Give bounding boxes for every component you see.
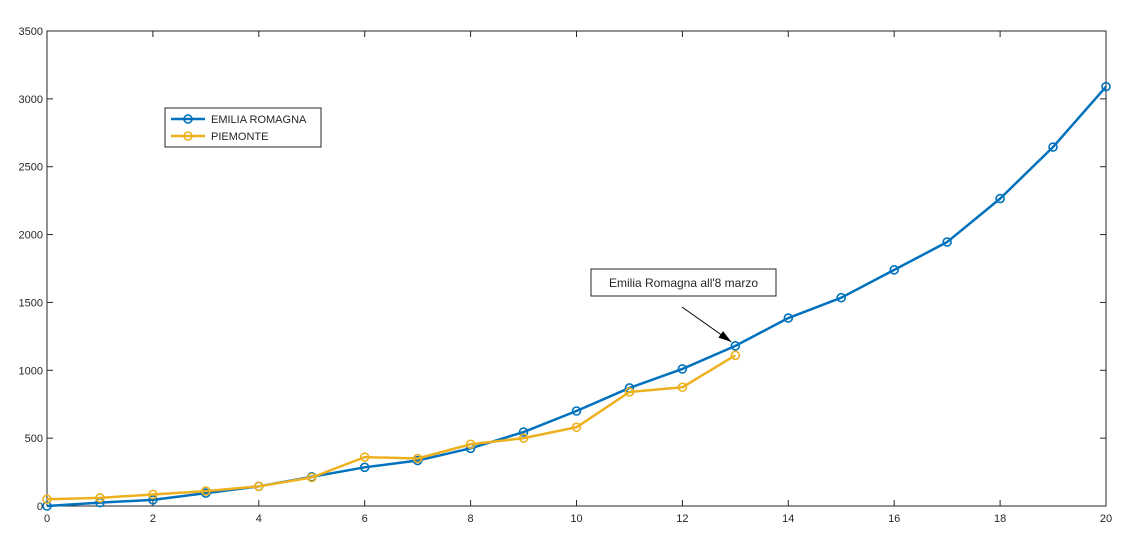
annotation-text: Emilia Romagna all'8 marzo — [609, 276, 758, 290]
data-point — [677, 382, 688, 393]
data-point — [306, 472, 317, 483]
plot-area: 0 2 4 6 8 10 12 14 16 18 20 0 500 1000 1500 2000 2500 300… — [19, 26, 1113, 525]
legend: EMILIA ROMAGNA PIEMONTE — [164, 107, 322, 148]
data-point — [465, 439, 476, 450]
data-point — [148, 495, 158, 505]
data-point — [95, 493, 105, 503]
legend-marker — [183, 131, 193, 141]
series-line — [46, 354, 736, 501]
x-tick-label: 20 — [1100, 513, 1112, 525]
data-point — [571, 406, 582, 416]
y-tick-label: 2500 — [19, 162, 43, 174]
data-point — [359, 462, 370, 473]
y-tick-label: 2000 — [19, 230, 43, 242]
y-tick-label: 1500 — [19, 297, 43, 309]
data-point — [359, 452, 370, 462]
data-point — [783, 313, 794, 323]
x-tick-label: 16 — [888, 513, 900, 525]
series-layer — [42, 81, 1111, 511]
data-point — [42, 494, 52, 505]
annotation-box — [590, 268, 777, 297]
x-tick-label: 6 — [362, 513, 368, 525]
data-point — [201, 486, 211, 496]
x-tick-label: 18 — [994, 513, 1006, 525]
data-point — [836, 292, 847, 303]
data-point — [889, 265, 900, 275]
legend-label: EMILIA ROMAGNA — [211, 114, 307, 126]
x-tick-label: 10 — [570, 513, 582, 525]
data-point — [942, 237, 952, 247]
series-line — [46, 85, 1107, 508]
x-tick-label: 0 — [44, 513, 50, 525]
x-tick-label: 8 — [468, 513, 474, 525]
data-point — [677, 364, 688, 374]
x-tick-label: 14 — [782, 513, 794, 525]
data-point — [148, 489, 158, 500]
data-point — [995, 193, 1005, 204]
axis-ticks: 0 2 4 6 8 10 12 14 16 18 20 0 500 1000 1500 2000 2500 300… — [19, 26, 1113, 525]
data-point — [412, 453, 423, 464]
x-tick-label: 12 — [676, 513, 688, 525]
data-point — [571, 422, 582, 433]
data-point — [253, 481, 264, 492]
legend-label: PIEMONTE — [211, 131, 268, 143]
data-point — [1101, 81, 1111, 92]
data-point — [42, 501, 52, 511]
data-point — [730, 341, 741, 351]
data-point — [518, 433, 529, 443]
x-tick-label: 4 — [256, 513, 262, 525]
legend-box — [164, 107, 322, 148]
y-tick-label: 3500 — [19, 26, 43, 38]
x-tick-label: 2 — [150, 513, 156, 525]
data-point — [730, 350, 741, 361]
data-point — [1048, 142, 1058, 152]
y-tick-label: 1000 — [19, 365, 43, 377]
y-tick-label: 500 — [25, 433, 43, 445]
y-tick-label: 0 — [37, 501, 43, 513]
annotation-layer: Emilia Romagna all'8 marzo — [590, 268, 777, 343]
annotation-arrowhead — [718, 331, 732, 342]
axes-box — [46, 30, 1107, 507]
series-piemonte — [42, 350, 741, 505]
legend-marker — [183, 114, 193, 124]
data-point — [624, 387, 635, 397]
data-point — [518, 427, 529, 437]
y-tick-label: 3000 — [19, 94, 43, 106]
